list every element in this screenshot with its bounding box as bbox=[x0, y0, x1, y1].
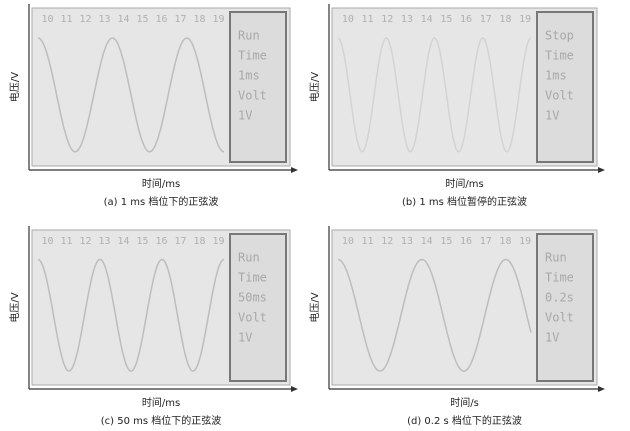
caption: (b) 1 ms 档位暂停的正弦波 bbox=[402, 195, 527, 208]
status-text: Run bbox=[238, 29, 260, 43]
status-text: Run bbox=[238, 251, 260, 265]
scale-label: 17 bbox=[480, 236, 492, 247]
x-arrow bbox=[598, 167, 605, 173]
status-text: 1V bbox=[238, 109, 252, 123]
status-text: Time bbox=[545, 49, 574, 63]
scale-label: 14 bbox=[421, 236, 433, 247]
status-text: Volt bbox=[238, 311, 267, 325]
x-label: 时间/ms bbox=[142, 396, 180, 409]
scale-label: 10 bbox=[41, 14, 53, 25]
scale-label: 17 bbox=[174, 236, 186, 247]
scale-label: 19 bbox=[519, 14, 531, 25]
figure: 10 11 12 13 14 15 16 17 18 19 Run Time 1ms Volt 1V 电压/V… bbox=[0, 0, 630, 431]
scale-label: 13 bbox=[401, 236, 413, 247]
scale-label: 15 bbox=[136, 14, 148, 25]
scale-label: 13 bbox=[98, 236, 110, 247]
scale-label: 16 bbox=[155, 236, 167, 247]
scale-label: 18 bbox=[193, 236, 205, 247]
status-text: Time bbox=[238, 271, 267, 285]
scale-label: 17 bbox=[480, 14, 492, 25]
status-text: Volt bbox=[238, 89, 267, 103]
y-label: 电压/V bbox=[8, 72, 21, 102]
x-arrow bbox=[291, 386, 298, 392]
scale-label: 17 bbox=[174, 14, 186, 25]
y-label: 电压/V bbox=[308, 72, 321, 102]
scale-label: 19 bbox=[519, 236, 531, 247]
status-text: 1V bbox=[545, 109, 559, 123]
scale-label: 12 bbox=[79, 236, 91, 247]
caption: (c) 50 ms 档位下的正弦波 bbox=[101, 414, 222, 427]
scale-label: 19 bbox=[212, 236, 224, 247]
scale-label: 11 bbox=[362, 236, 374, 247]
y-label: 电压/V bbox=[308, 292, 321, 322]
status-text: 1ms bbox=[238, 69, 260, 83]
scale-label: 10 bbox=[342, 14, 354, 25]
scale-label: 14 bbox=[421, 14, 433, 25]
scale-label: 16 bbox=[460, 14, 472, 25]
status-text: Time bbox=[238, 49, 267, 63]
scale-label: 13 bbox=[401, 14, 413, 25]
status-text: Volt bbox=[545, 311, 574, 325]
caption: (a) 1 ms 档位下的正弦波 bbox=[104, 195, 219, 208]
status-text: Stop bbox=[545, 29, 574, 43]
status-text: 1V bbox=[238, 331, 252, 345]
caption: (d) 0.2 s 档位下的正弦波 bbox=[407, 414, 522, 427]
scale-label: 10 bbox=[41, 236, 53, 247]
status-text: 0.2s bbox=[545, 291, 574, 305]
scale-label: 11 bbox=[60, 14, 72, 25]
status-text: Run bbox=[545, 251, 567, 265]
scale-label: 10 bbox=[342, 236, 354, 247]
status-text: 50ms bbox=[238, 291, 267, 305]
status-text: 1V bbox=[545, 331, 559, 345]
x-label: 时间/ms bbox=[142, 177, 180, 190]
scale-label: 11 bbox=[362, 14, 374, 25]
x-arrow bbox=[291, 167, 298, 173]
x-label: 时间/ms bbox=[445, 177, 483, 190]
scale-label: 15 bbox=[136, 236, 148, 247]
scale-label: 18 bbox=[499, 14, 511, 25]
scale-label: 14 bbox=[117, 236, 129, 247]
scale-label: 18 bbox=[193, 14, 205, 25]
x-arrow bbox=[598, 386, 605, 392]
status-text: 1ms bbox=[545, 69, 567, 83]
scale-label: 14 bbox=[117, 14, 129, 25]
status-text: Time bbox=[545, 271, 574, 285]
scale-label: 11 bbox=[60, 236, 72, 247]
scale-label: 16 bbox=[460, 236, 472, 247]
scale-label: 15 bbox=[440, 236, 452, 247]
scale-label: 18 bbox=[499, 236, 511, 247]
scale-label: 12 bbox=[381, 14, 393, 25]
scale-label: 13 bbox=[98, 14, 110, 25]
scale-label: 12 bbox=[381, 236, 393, 247]
scale-label: 15 bbox=[440, 14, 452, 25]
x-label: 时间/s bbox=[450, 396, 479, 409]
status-text: Volt bbox=[545, 89, 574, 103]
y-label: 电压/V bbox=[8, 292, 21, 322]
scale-label: 16 bbox=[155, 14, 167, 25]
scale-label: 19 bbox=[212, 14, 224, 25]
scale-label: 12 bbox=[79, 14, 91, 25]
